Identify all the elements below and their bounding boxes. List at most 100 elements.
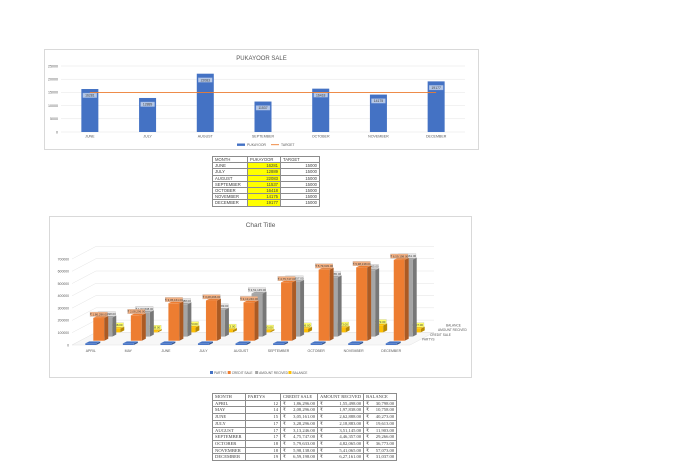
table2-cell: 18 — [245, 439, 281, 448]
chart2-legend-swatch — [227, 371, 231, 374]
amount-value: 29,266.00 — [375, 434, 395, 440]
chart2-bar — [168, 301, 184, 341]
amount-value: 4,82,065.00 — [339, 440, 362, 446]
chart1-bar — [427, 81, 445, 132]
table2-cell: ₹4,75,747.00 — [280, 433, 318, 441]
currency-symbol: ₹ — [320, 427, 323, 433]
table2-cell: AUGUST — [212, 426, 246, 435]
table2-header-cell: AMOUNT RECIVED — [316, 393, 365, 401]
table2-cell: DECEMBER — [212, 453, 246, 461]
currency-symbol: ₹ — [366, 407, 370, 413]
amount-value: 4,75,747.00 — [293, 434, 315, 440]
currency-symbol: ₹ — [366, 454, 370, 460]
table2-cell: ₹1,86,296.00 — [280, 399, 318, 408]
table2-cell: ₹3,05,161.00 — [280, 413, 318, 421]
table2-cell: ₹30,798.00 — [363, 399, 398, 408]
table2-header-cell: MONTH — [212, 393, 246, 401]
table2-row: OCTOBER 18 ₹5,79,633.00 ₹4,82,065.00 ₹36,773… — [212, 439, 398, 448]
chart2-data-label: ₹ 4,75,747.00 — [278, 277, 296, 281]
chart2-bar — [93, 315, 109, 341]
currency-symbol: ₹ — [283, 454, 286, 460]
amount-value: 3,28,296.00 — [293, 420, 315, 426]
table2-cell: ₹1,97,838.00 — [316, 406, 365, 415]
table2-cell: ₹11,903.00 — [363, 426, 398, 435]
chart1-data-label-box — [371, 98, 386, 104]
chart1-ytick: 20000 — [48, 78, 58, 82]
chart1-data-label-box — [82, 92, 98, 98]
chart1-xtick: DECEMBER — [426, 135, 447, 139]
chart2-data-label: ₹ 3,51,145.00 — [248, 288, 266, 292]
currency-symbol: ₹ — [320, 414, 323, 420]
table2-row: MAY 14 ₹2,08,296.00 ₹1,97,838.00 ₹10,758.00 — [212, 406, 398, 415]
amount-value: 6,59,198.00 — [293, 454, 315, 460]
chart2-bar — [318, 267, 334, 341]
amount-value: 5,41,065.00 — [339, 447, 362, 453]
chart1-xtick: AUGUST — [198, 135, 214, 139]
chart2-bar — [85, 341, 101, 346]
chart2-depth-label: CREDIT SALE — [430, 333, 451, 337]
currency-symbol: ₹ — [283, 440, 286, 446]
chart2-xtick: APRIL — [86, 349, 96, 353]
table2-cell: ₹2,08,296.00 — [280, 406, 318, 415]
table2-cell: NOVEMBER — [212, 446, 246, 455]
chart2-data-label-box — [248, 287, 266, 293]
chart1-legend-swatch — [237, 143, 245, 146]
amount-value: 11,903.00 — [375, 427, 395, 433]
chart2-data-label: ₹ 6,59,198.00 — [390, 254, 408, 258]
chart2-bar — [243, 300, 259, 341]
amount-value: 4,46,357.00 — [339, 434, 362, 440]
table2-row: NOVEMBER 18 ₹5,98,138.00 ₹5,41,065.00 ₹57,07… — [212, 446, 398, 455]
amount-value: 6,27,161.00 — [339, 454, 362, 460]
currency-symbol: ₹ — [320, 440, 323, 446]
chart1-bar — [312, 88, 330, 132]
chart2-depth-label: BALANCE — [446, 323, 461, 327]
chart2-plot: 0 100000 200000 300000 400000 500000 600000 700… — [58, 246, 468, 375]
table2-cell: ₹19,613.00 — [363, 419, 398, 428]
chart2-xtick: SEPTEMBER — [268, 349, 290, 353]
table1-cell: 19177 — [247, 199, 281, 207]
chart1-data-label: 16418 — [316, 93, 326, 97]
chart2-bar — [385, 341, 401, 346]
chart2-title: Chart Title — [245, 222, 276, 229]
amount-value: 36,773.00 — [375, 440, 395, 446]
chart2-gridline — [71, 319, 97, 333]
table2-cell: JUNE — [212, 413, 246, 421]
table2-cell: ₹4,46,357.00 — [316, 433, 365, 441]
chart2-gridline — [71, 258, 97, 272]
table2-cell: ₹57,073.00 — [363, 446, 398, 455]
table2-row: APRIL 12 ₹1,86,296.00 ₹1,55,498.00 ₹30,798.0… — [212, 399, 398, 408]
table2-cell: ₹3,13,246.00 — [280, 426, 318, 435]
pukayoor-sale-chart[interactable]: PUKAYOOR SALE 0 5000 10000 15000 20000 25000 1… — [44, 49, 479, 150]
amount-value: 3,51,145.00 — [339, 427, 362, 433]
chart2-gridline — [71, 295, 97, 309]
chart2-ytick: 300000 — [58, 306, 69, 310]
chart2-data-label: ₹ 3,13,246.00 — [240, 297, 258, 301]
chart1-legend-label: PUKAYOOR — [247, 143, 267, 147]
chart2-xtick: DECEMBER — [381, 349, 401, 353]
amount-value: 2,08,296.00 — [293, 407, 315, 413]
table2-cell: ₹3,28,296.00 — [280, 419, 318, 428]
table2-cell: JULY — [212, 419, 246, 428]
table2-cell: 15 — [245, 413, 281, 421]
pukayoor-table: MONTH PUKAYOOR TARGET JUNE 16281 15000 JULY 128… — [212, 155, 320, 207]
table2-header-cell: PARTYS — [245, 393, 281, 401]
chart2-bar — [310, 341, 326, 346]
table2-cell: 12 — [245, 399, 281, 408]
currency-symbol: ₹ — [283, 434, 286, 440]
amount-value: 2,62,888.00 — [339, 414, 362, 420]
chart2-data-label: ₹ 2,08,296.00 — [127, 310, 145, 314]
chart2-legend-swatch — [288, 371, 292, 374]
chart2-bar — [235, 341, 251, 346]
chart2-gridline — [71, 246, 97, 260]
credit-chart[interactable]: Chart Title 0 100000 200000 300000 400000 500… — [49, 216, 472, 378]
table2-cell: 19 — [245, 453, 281, 461]
chart1-title: PUKAYOOR SALE — [236, 56, 287, 62]
chart1-ytick: 0 — [56, 130, 58, 134]
table1-cell: 15000 — [280, 199, 320, 207]
chart2-data-label-box — [277, 276, 296, 281]
chart2-data-label-box — [315, 263, 333, 269]
chart2-data-label: ₹ 3,28,296.00 — [202, 295, 220, 299]
chart2-bar — [393, 257, 409, 341]
chart2-bar — [160, 341, 176, 346]
amount-value: 10,758.00 — [375, 407, 395, 413]
